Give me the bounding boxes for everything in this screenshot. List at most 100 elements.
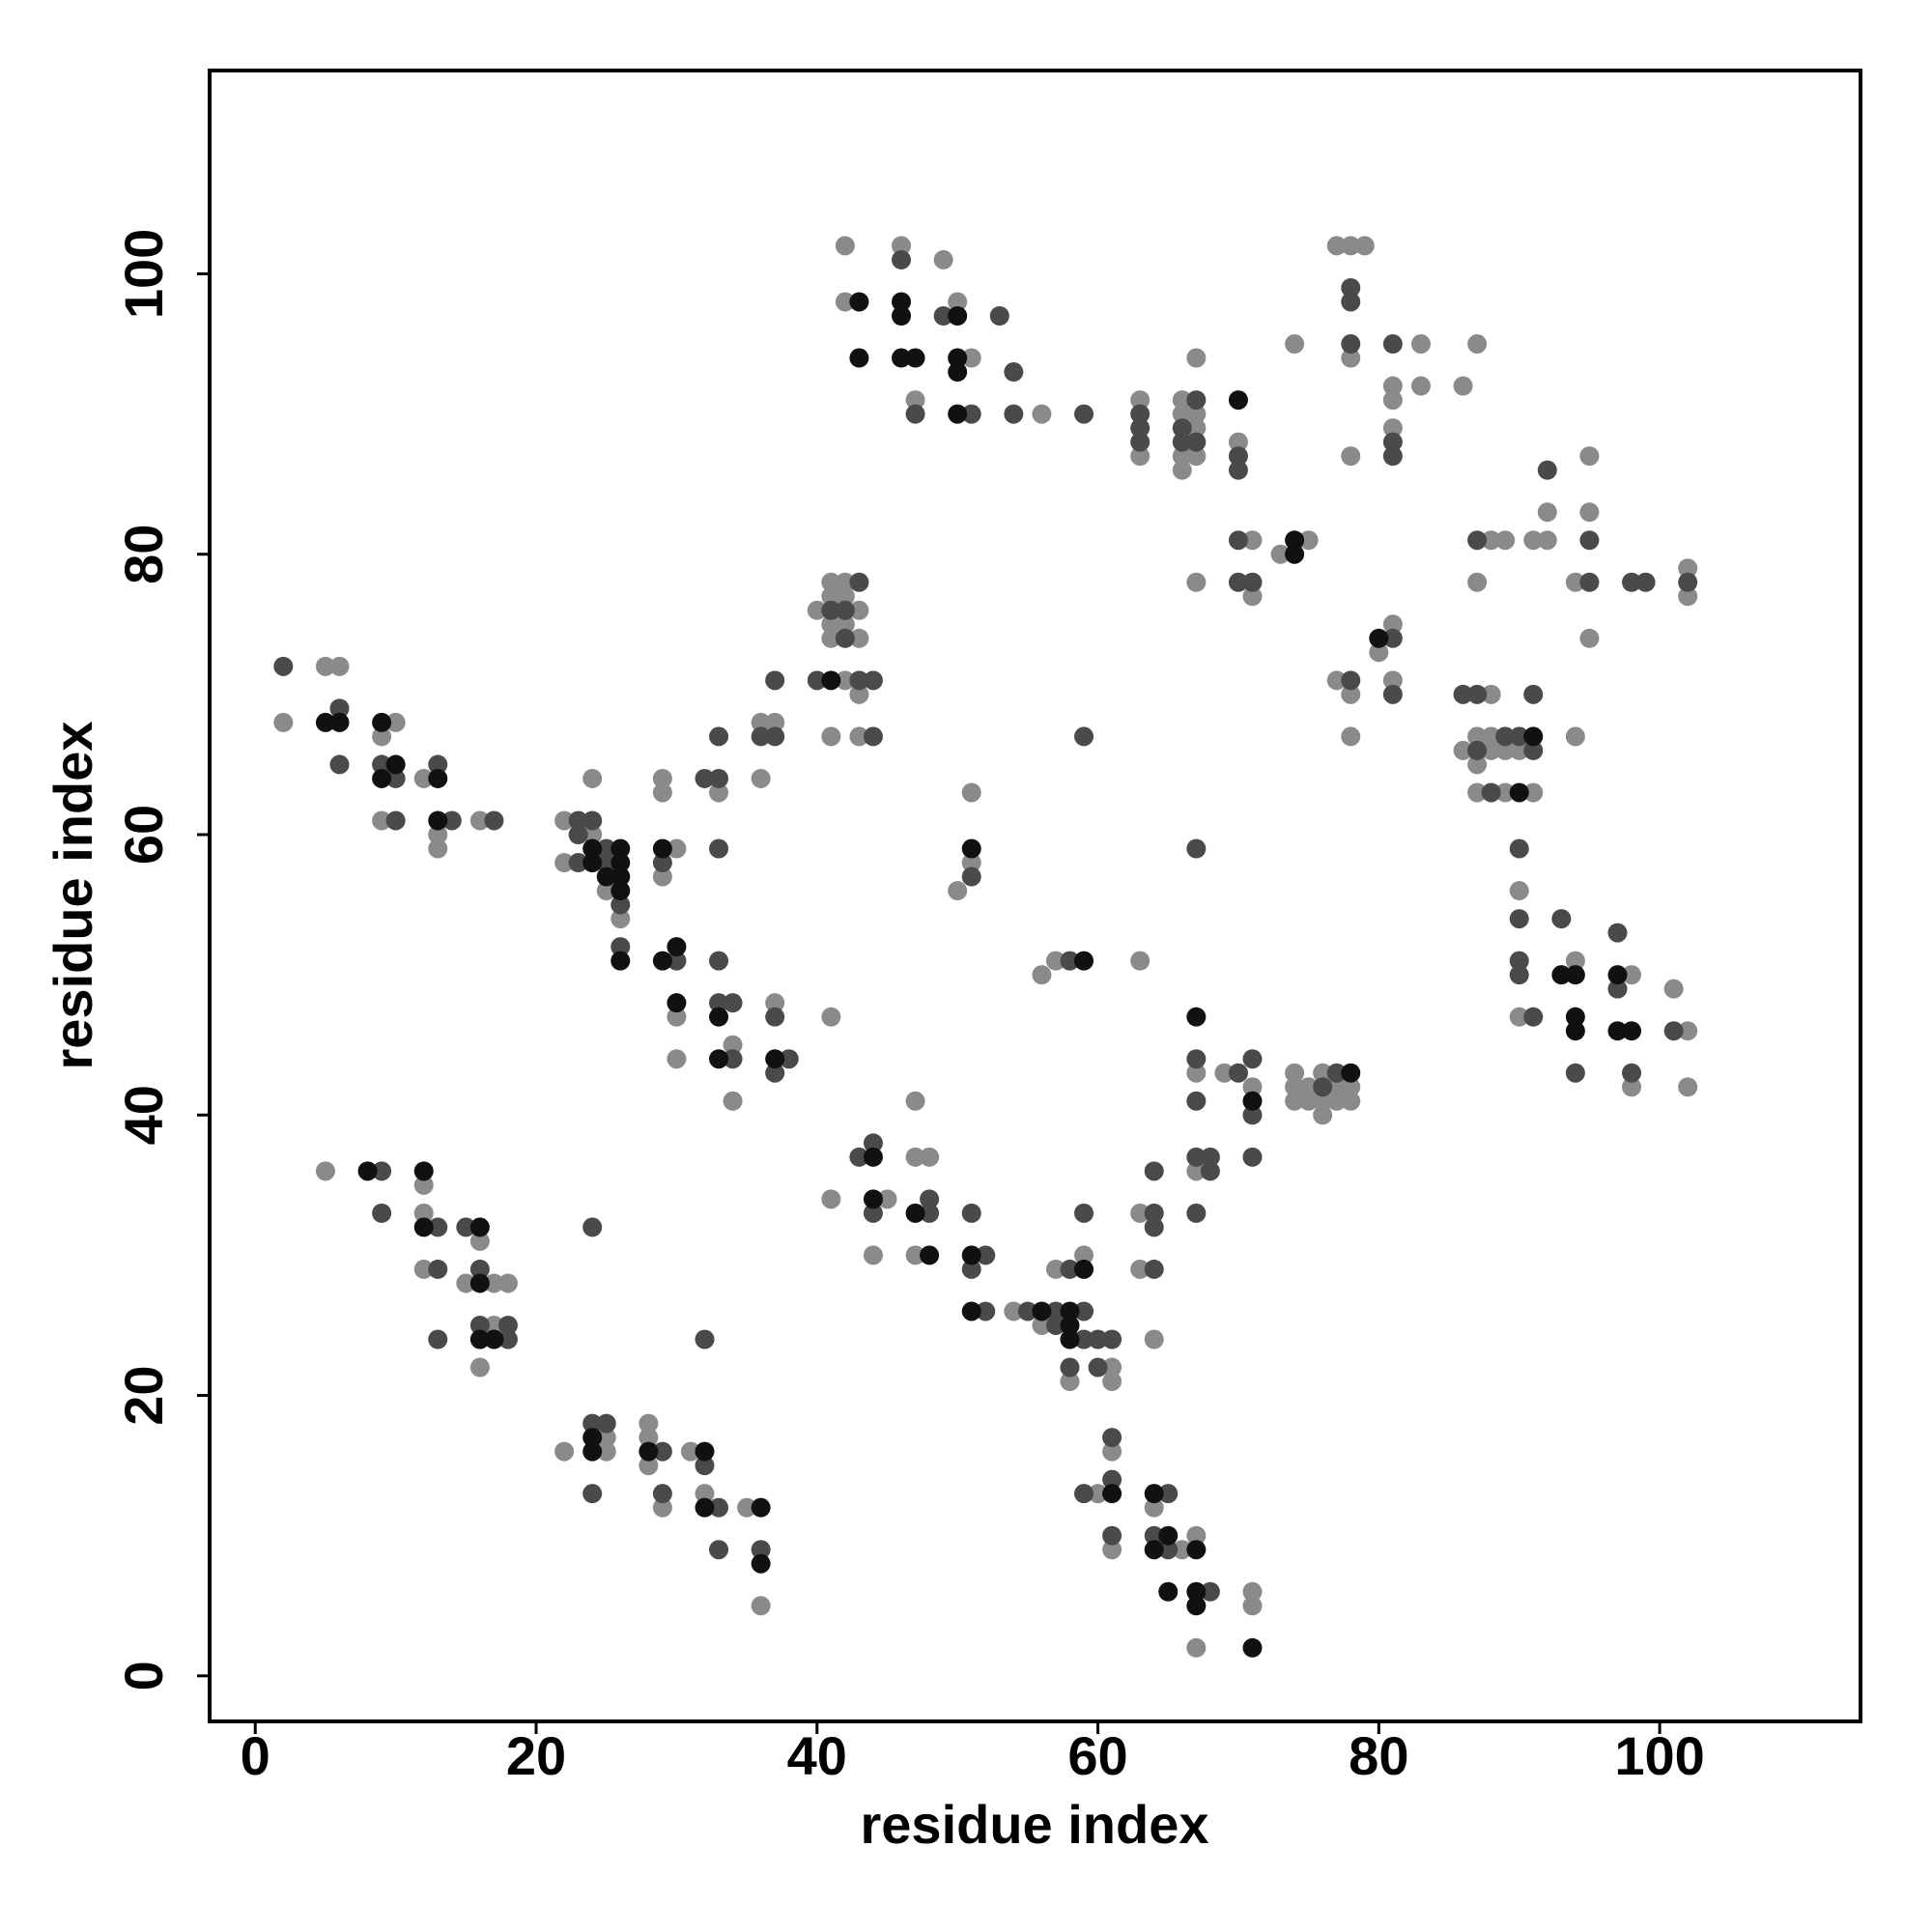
point [428,825,448,845]
point [751,726,771,747]
point [1186,1540,1207,1560]
point [652,1441,672,1462]
point [329,712,350,732]
point [1186,390,1207,411]
point [1228,1063,1248,1083]
point [1144,1525,1164,1546]
x-tick-label: 60 [1067,1725,1127,1786]
point [989,305,1009,326]
point [723,993,743,1013]
point [1228,572,1248,592]
point [1186,1147,1207,1167]
point [1242,586,1263,607]
point [582,1484,603,1504]
point [1467,782,1488,803]
point [695,1484,715,1504]
point [1074,1484,1094,1504]
point [385,768,406,788]
point [976,1301,996,1321]
point [849,726,869,747]
point [1074,404,1094,424]
point [1551,909,1572,929]
point [582,1428,603,1448]
point [821,600,841,620]
point [1242,1637,1263,1658]
point [428,1259,448,1279]
point [765,726,785,747]
point [1242,530,1263,551]
point [554,853,575,873]
point [385,712,406,732]
point [1130,1203,1151,1223]
point [1481,530,1501,551]
point [1130,446,1151,467]
point [1622,1063,1642,1083]
point [835,236,855,256]
point [315,712,335,732]
point [1045,1301,1065,1321]
point [652,853,672,873]
point [469,1217,490,1237]
point [1004,362,1024,383]
point [1172,404,1192,424]
point [779,1049,799,1069]
point [497,1273,518,1293]
point [1341,348,1361,368]
point [1579,572,1600,592]
point [582,810,603,831]
point [1130,390,1151,411]
point [413,1259,434,1279]
point [948,305,968,326]
point [1074,1203,1094,1223]
x-tick-label: 40 [787,1725,847,1786]
point [1537,502,1557,523]
point [1130,432,1151,452]
point [961,404,981,424]
point [961,867,981,887]
point [1158,1581,1179,1602]
point [1242,1596,1263,1616]
point [1313,1063,1333,1083]
point [1172,446,1192,467]
point [1060,1315,1080,1335]
point [1607,923,1628,943]
point [413,1203,434,1223]
point [695,1441,715,1462]
point [357,1161,378,1181]
point [1382,432,1403,452]
point [807,670,827,691]
point [1060,1259,1080,1279]
point [1158,1484,1179,1504]
point [1102,1357,1122,1378]
point [1186,1091,1207,1111]
point [1060,1301,1080,1321]
point [1172,460,1192,480]
point [1326,236,1347,256]
point [1186,1049,1207,1069]
point [652,951,672,971]
point [961,1301,981,1321]
point [497,1315,518,1335]
point [1270,544,1291,564]
point [1341,726,1361,747]
point [1341,684,1361,704]
point [1172,418,1192,439]
point [751,1553,771,1574]
point [765,670,785,691]
point [1200,1581,1220,1602]
point [1186,838,1207,859]
point [428,1329,448,1350]
point [1172,1540,1192,1560]
point [1017,1301,1037,1321]
point [892,236,912,256]
point [695,1456,715,1476]
point [1382,628,1403,648]
point [652,768,672,788]
point [948,881,968,901]
point [1186,404,1207,424]
point [568,853,588,873]
point [667,1007,687,1027]
point [709,951,729,971]
point [1102,1329,1122,1350]
